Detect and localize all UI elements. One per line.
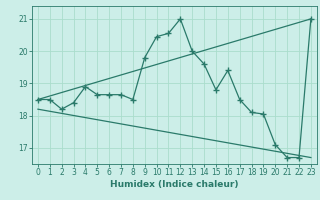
X-axis label: Humidex (Indice chaleur): Humidex (Indice chaleur) [110, 180, 239, 189]
